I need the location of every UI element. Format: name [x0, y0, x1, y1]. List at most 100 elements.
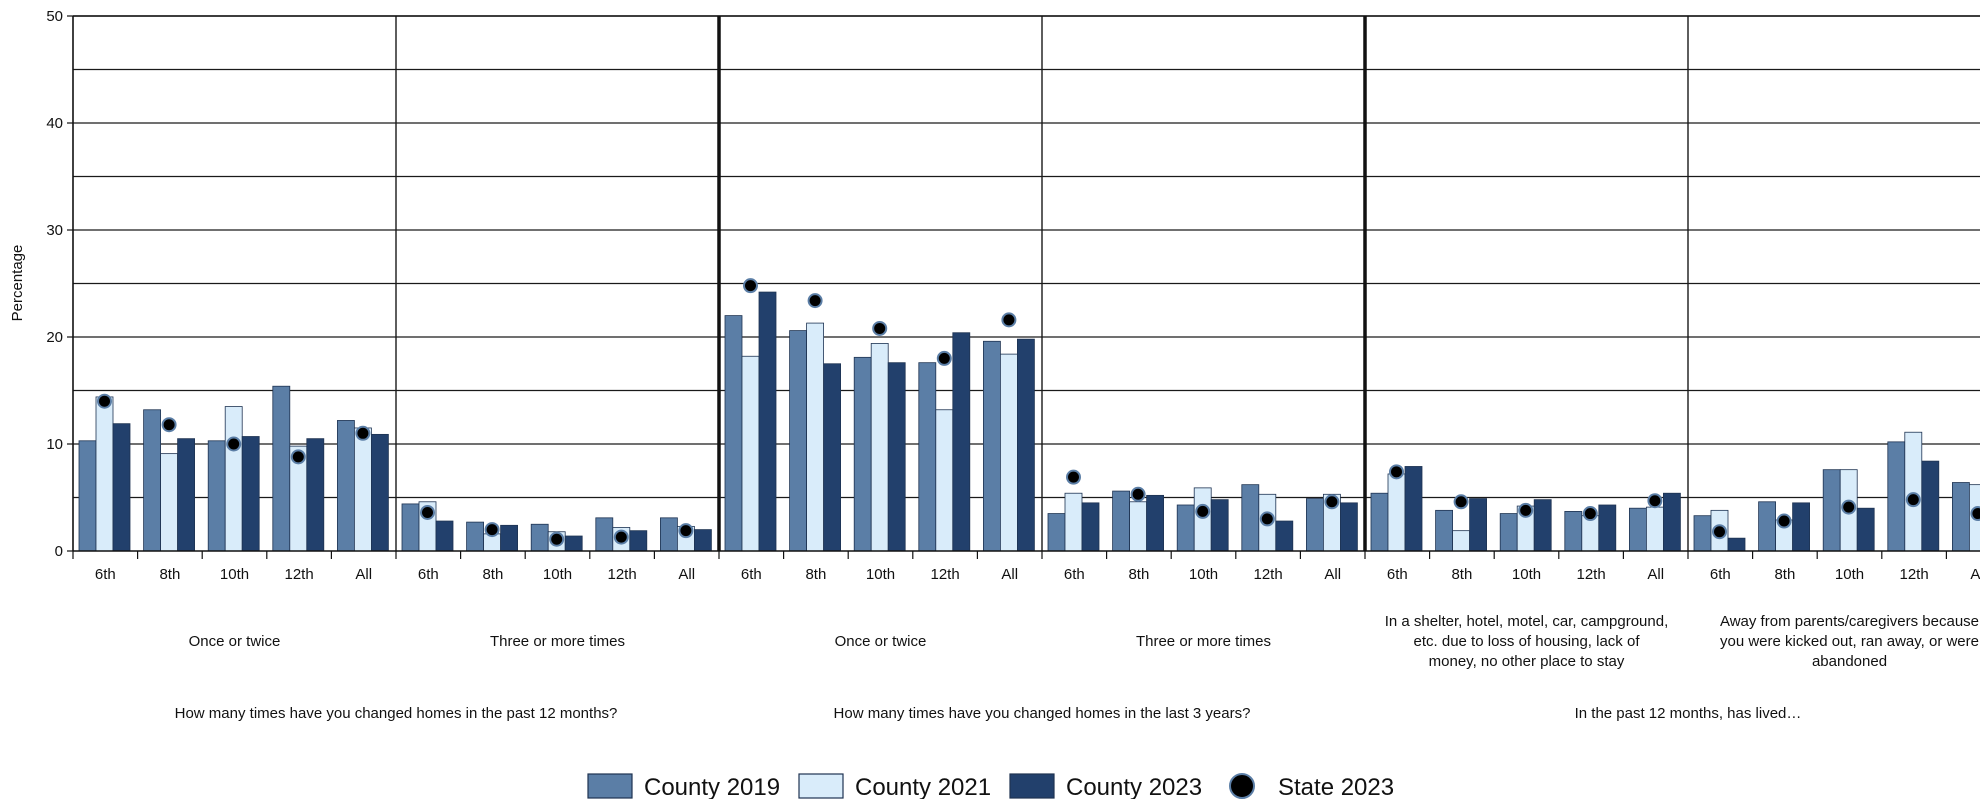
bar-county-2019 [207, 440, 226, 552]
bar-county-2021 [1387, 473, 1406, 552]
bar-county-2021 [353, 427, 372, 552]
plot-frame [72, 15, 1980, 552]
bar-county-2021 [806, 322, 824, 552]
x-tick-label: 10th [1512, 566, 1541, 583]
dot-state-2023 [1647, 493, 1663, 509]
bar-county-2019 [401, 503, 420, 552]
bar-county-2023 [1081, 502, 1100, 552]
legend-label: County 2019 [644, 774, 780, 799]
legend-item: County 2023 [1009, 773, 1202, 799]
bar-county-2023 [952, 332, 971, 552]
legend: County 2019 County 2021 County 2023 State 2… [587, 773, 1394, 799]
bar-county-2019 [595, 517, 614, 552]
bar-county-2019 [1693, 515, 1712, 552]
bar-county-2021 [95, 396, 114, 552]
group-label: Three or more times [1136, 633, 1271, 650]
group-label: abandoned [1812, 653, 1887, 670]
bar-county-2023 [306, 438, 325, 552]
bar-county-2019 [1435, 509, 1453, 552]
bar-county-2023 [177, 438, 196, 552]
bar-county-2019 [724, 315, 743, 552]
bar-county-2021 [160, 453, 179, 552]
bar-county-2023 [564, 535, 583, 552]
bar-county-2023 [1146, 494, 1164, 552]
bar-county-2019 [78, 440, 97, 552]
x-tick-label: 12th [607, 566, 636, 583]
bar-county-2023 [1792, 502, 1810, 552]
bar-county-2023 [823, 363, 841, 552]
dot-state-2023 [290, 449, 306, 465]
bar-county-2023 [1210, 499, 1229, 552]
bar-county-2021 [224, 406, 243, 552]
dot-state-2023 [743, 278, 758, 294]
bar-county-2019 [530, 523, 549, 552]
x-tick-label: 8th [1128, 566, 1149, 583]
y-tick-label: 10 [46, 436, 63, 453]
x-tick-label: 6th [741, 566, 762, 583]
bar-county-2023 [1663, 492, 1681, 552]
bar-county-2019 [1564, 511, 1583, 552]
x-tick-label: 10th [220, 566, 249, 583]
dot-state-2023 [1001, 312, 1017, 328]
bar-county-2021 [935, 409, 954, 552]
dot-state-2023 [1518, 502, 1534, 518]
legend-item: State 2023 [1229, 773, 1394, 799]
bar-county-2021 [1452, 530, 1470, 552]
legend-swatch [587, 773, 633, 799]
group-label: etc. due to loss of housing, lack of [1414, 633, 1641, 650]
dot-state-2023 [226, 436, 242, 452]
legend-swatch-dot [1229, 773, 1255, 799]
x-tick-label: 8th [159, 566, 180, 583]
x-tick-label: All [1970, 566, 1980, 583]
x-tick-label: 12th [1253, 566, 1282, 583]
bar-county-2023 [1856, 507, 1875, 552]
bar-county-2019 [1370, 492, 1389, 552]
x-tick-label: 10th [866, 566, 895, 583]
dot-state-2023 [420, 504, 435, 520]
bar-county-2019 [789, 330, 807, 552]
x-tick-label: All [1647, 566, 1664, 583]
bar-county-2023 [887, 362, 906, 552]
y-tick-label: 0 [55, 543, 63, 560]
question-label: In the past 12 months, has lived… [1575, 705, 1802, 722]
bars [78, 278, 1980, 552]
x-axis-labels: 6th 8th 10th 12th All Once or twice 6th 8th 10th… [72, 551, 1980, 722]
y-tick-label: 20 [46, 329, 63, 346]
x-tick-label: 8th [1451, 566, 1472, 583]
bar-county-2019 [983, 340, 1001, 552]
dot-state-2023 [1259, 511, 1275, 527]
dot-state-2023 [678, 523, 694, 539]
bar-county-2021 [1000, 353, 1018, 552]
dot-state-2023 [1389, 464, 1404, 480]
y-axis-label: Percentage [9, 245, 26, 322]
bar-county-2019 [1241, 484, 1260, 552]
bar-county-2023 [370, 433, 389, 552]
x-tick-label: 6th [1064, 566, 1085, 583]
bar-county-2023 [1017, 338, 1035, 552]
bar-county-2023 [1533, 499, 1552, 552]
y-axis: 0 10 20 30 40 50 [46, 8, 73, 560]
x-tick-label: All [678, 566, 695, 583]
bar-county-2023 [1921, 460, 1940, 552]
legend-item: County 2019 [587, 773, 780, 799]
x-tick-label: 8th [482, 566, 503, 583]
legend-label: State 2023 [1278, 774, 1394, 799]
x-tick-label: 6th [418, 566, 439, 583]
dot-state-2023 [872, 320, 888, 336]
dot-state-2023 [807, 293, 823, 309]
bar-county-2021 [741, 355, 760, 552]
bar-county-2023 [629, 530, 648, 552]
bar-county-2019 [1499, 513, 1518, 552]
x-tick-label: 12th [284, 566, 313, 583]
bar-county-2019 [853, 356, 872, 552]
x-tick-label: All [1324, 566, 1341, 583]
bar-county-2023 [241, 436, 260, 552]
bar-county-2019 [1112, 490, 1130, 552]
bar-county-2019 [1176, 504, 1195, 552]
dot-state-2023 [1066, 469, 1081, 485]
bar-county-2019 [336, 420, 355, 552]
y-tick-label: 40 [46, 115, 63, 132]
dot-state-2023 [613, 529, 629, 545]
dot-state-2023 [1130, 486, 1146, 502]
legend-label: County 2023 [1066, 774, 1202, 799]
